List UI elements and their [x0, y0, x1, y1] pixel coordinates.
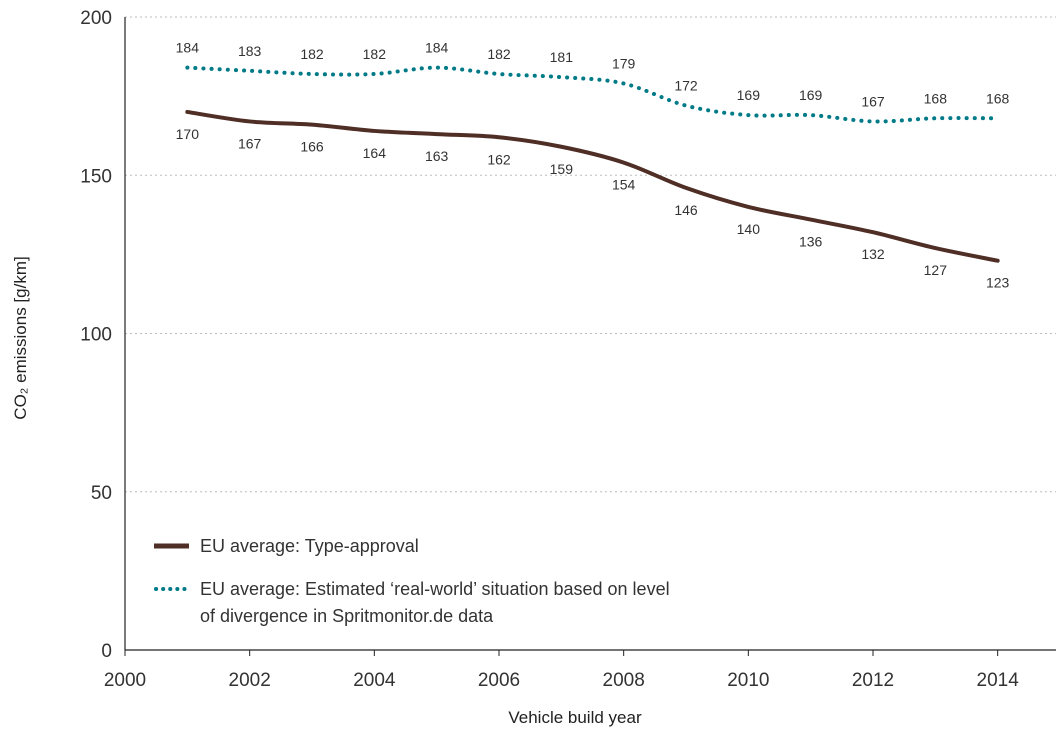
data-label: 164	[363, 145, 387, 161]
data-label: 181	[550, 49, 574, 65]
data-label: 182	[363, 46, 387, 62]
x-tick-label: 2014	[977, 670, 1020, 691]
data-label: 183	[238, 43, 262, 59]
data-label: 163	[425, 148, 449, 164]
data-label: 179	[612, 55, 636, 71]
y-tick-label: 100	[80, 325, 112, 346]
data-label: 169	[737, 87, 761, 103]
x-tick-label: 2010	[727, 670, 769, 691]
data-label: 182	[487, 46, 511, 62]
data-label: 172	[674, 78, 698, 94]
y-tick-labels: 0 50 100 150 200	[80, 8, 112, 662]
series-lines	[185, 65, 1000, 263]
data-label: 170	[176, 126, 200, 142]
data-label: 162	[487, 151, 511, 167]
data-label: 140	[737, 221, 761, 237]
data-labels: 170 167 166 164 163 162 159 154 146 140 136 132 127 1…	[176, 40, 1010, 291]
x-tick-label: 2006	[478, 670, 520, 691]
x-tick-labels: 2000 2002 2004 2006 2008 2010 2012 2014	[104, 670, 1019, 691]
data-label: 166	[300, 139, 324, 155]
data-label: 136	[799, 234, 823, 250]
y-tick-label: 150	[80, 166, 112, 187]
data-label: 167	[238, 135, 262, 151]
data-label: 169	[799, 87, 823, 103]
legend-label: EU average: Estimated ‘real-world’ situa…	[200, 579, 670, 599]
data-label: 184	[425, 40, 449, 56]
axes	[124, 17, 1056, 656]
y-tick-label: 0	[101, 641, 112, 662]
y-axis-title: CO₂ emissions [g/km]	[11, 256, 30, 419]
data-label: 146	[674, 202, 698, 218]
data-label: 184	[176, 40, 200, 56]
data-label: 168	[924, 90, 948, 106]
data-label: 182	[300, 46, 324, 62]
data-label: 167	[861, 93, 885, 109]
legend-label: of divergence in Spritmonitor.de data	[200, 606, 494, 626]
y-tick-label: 200	[80, 8, 112, 29]
series-line-type-approval	[185, 109, 1000, 263]
x-tick-label: 2004	[353, 670, 396, 691]
grid-lines	[125, 16, 1056, 493]
legend: EU average: Type-approval EU average: Est…	[154, 536, 670, 626]
x-tick-label: 2002	[229, 670, 271, 691]
y-tick-label: 50	[91, 483, 112, 504]
data-label: 132	[861, 246, 885, 262]
legend-label: EU average: Type-approval	[200, 536, 419, 556]
data-label: 123	[986, 275, 1010, 291]
data-label: 159	[550, 161, 574, 177]
data-label: 168	[986, 90, 1010, 106]
data-label: 154	[612, 177, 636, 193]
x-tick-label: 2012	[852, 670, 894, 691]
series-line-real-world	[185, 65, 1000, 124]
x-tick-label: 2008	[603, 670, 645, 691]
data-label: 127	[924, 262, 948, 278]
x-axis-title: Vehicle build year	[508, 708, 642, 727]
x-tick-label: 2000	[104, 670, 146, 691]
